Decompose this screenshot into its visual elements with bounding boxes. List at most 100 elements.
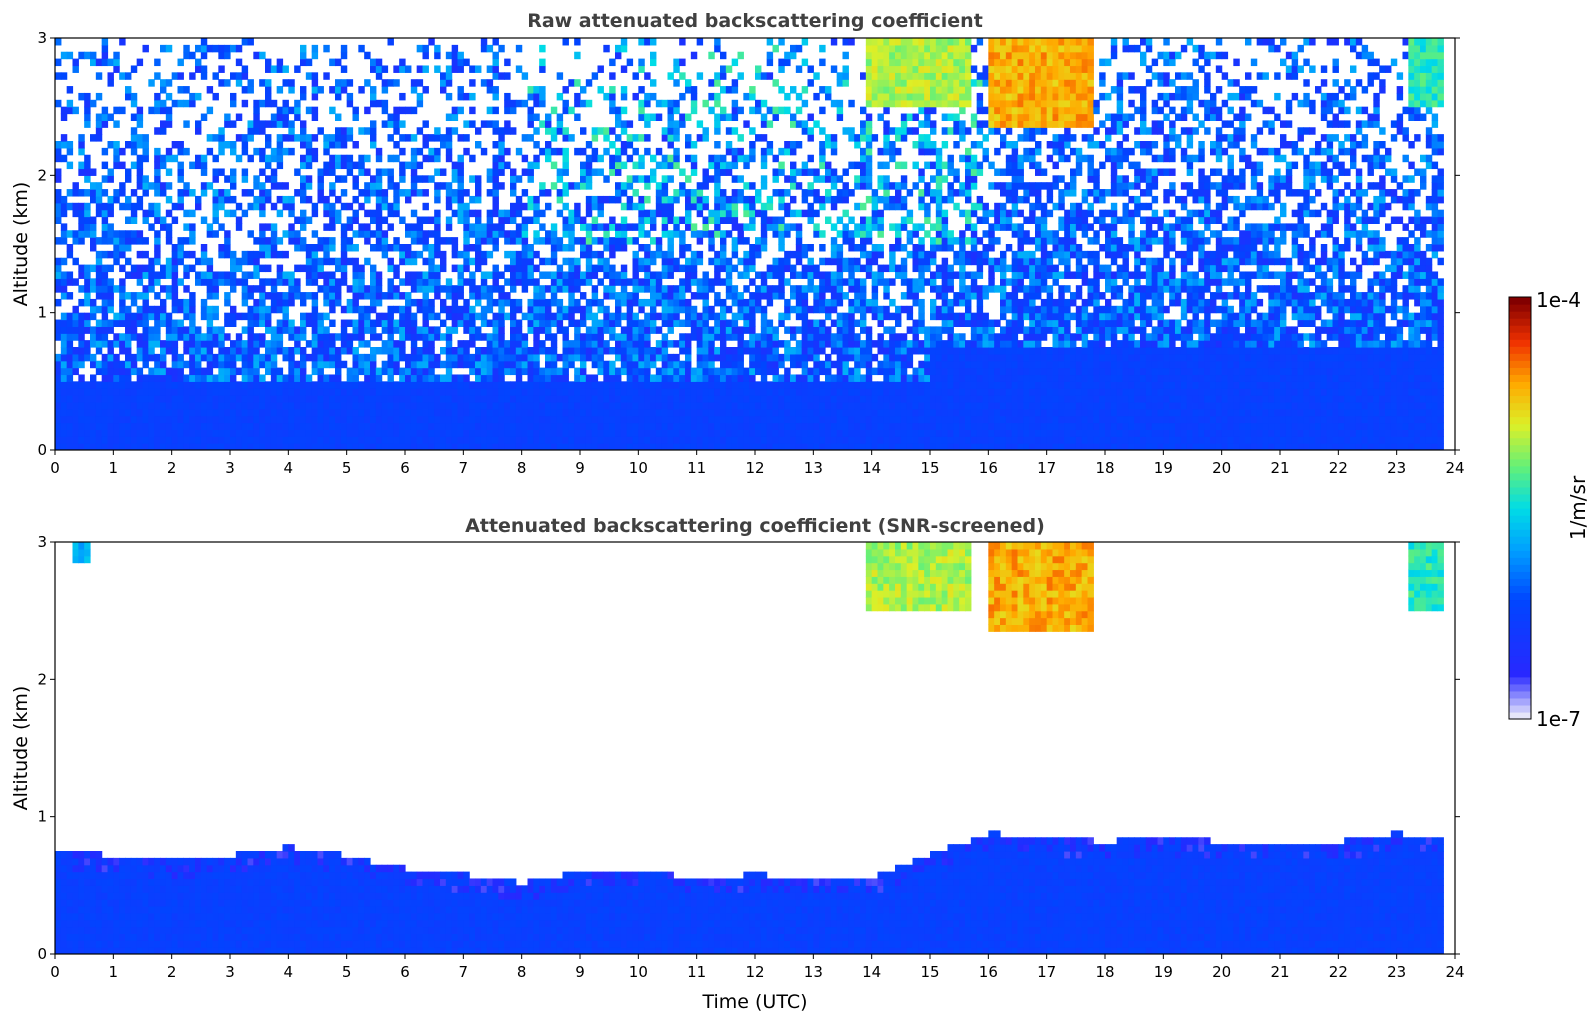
heatmap-cell bbox=[434, 292, 441, 300]
heatmap-cell bbox=[725, 141, 733, 149]
heatmap-cell bbox=[714, 99, 721, 108]
heatmap-cell bbox=[521, 250, 529, 259]
heatmap-cell bbox=[60, 72, 68, 80]
heatmap-cell bbox=[819, 436, 826, 444]
heatmap-cell bbox=[399, 340, 406, 348]
heatmap-cell bbox=[230, 175, 237, 183]
heatmap-cell bbox=[772, 353, 779, 362]
heatmap-cell bbox=[352, 141, 359, 149]
heatmap-cell bbox=[708, 92, 715, 101]
heatmap-cell bbox=[253, 120, 260, 128]
heatmap-cell bbox=[825, 298, 832, 307]
heatmap-cell bbox=[515, 367, 523, 376]
heatmap-cell bbox=[405, 367, 412, 376]
heatmap-cell bbox=[393, 113, 400, 121]
heatmap-cell bbox=[440, 285, 447, 293]
heatmap-cell bbox=[480, 381, 488, 389]
heatmap-cell bbox=[142, 134, 149, 142]
heatmap-cell bbox=[346, 408, 354, 417]
heatmap-cell bbox=[422, 340, 429, 348]
heatmap-cell bbox=[690, 99, 698, 108]
heatmap-cell bbox=[107, 168, 114, 176]
heatmap-cell bbox=[142, 436, 149, 444]
heatmap-cell bbox=[259, 127, 266, 135]
heatmap-cell bbox=[533, 298, 540, 307]
heatmap-cell bbox=[743, 120, 750, 128]
heatmap-cell bbox=[428, 244, 435, 252]
heatmap-cell bbox=[95, 319, 103, 327]
heatmap-cell bbox=[743, 182, 750, 190]
heatmap-cell bbox=[270, 326, 278, 334]
heatmap-cell bbox=[463, 401, 470, 410]
heatmap-cell bbox=[755, 305, 762, 314]
heatmap-cell bbox=[428, 360, 435, 369]
heatmap-cell bbox=[154, 257, 161, 266]
heatmap-cell bbox=[790, 353, 797, 362]
heatmap-cell bbox=[375, 292, 383, 300]
heatmap-cell bbox=[825, 175, 832, 183]
heatmap-cell bbox=[148, 223, 155, 231]
heatmap-cell bbox=[708, 312, 715, 321]
heatmap-cell bbox=[300, 415, 307, 424]
heatmap-cell bbox=[620, 395, 628, 403]
heatmap-cell bbox=[183, 189, 190, 197]
heatmap-cell bbox=[743, 436, 750, 444]
heatmap-cell bbox=[638, 244, 645, 252]
heatmap-cell bbox=[562, 99, 569, 108]
heatmap-cell bbox=[550, 223, 558, 231]
heatmap-cell bbox=[515, 44, 523, 53]
heatmap-cell bbox=[737, 381, 744, 389]
heatmap-cell bbox=[603, 422, 610, 430]
heatmap-cell bbox=[66, 161, 74, 170]
heatmap-cell bbox=[230, 395, 237, 403]
heatmap-cell bbox=[545, 237, 552, 245]
heatmap-cell bbox=[107, 319, 114, 327]
heatmap-cell bbox=[212, 381, 219, 389]
heatmap-cell bbox=[539, 436, 546, 444]
heatmap-cell bbox=[620, 182, 628, 190]
heatmap-cell bbox=[276, 182, 284, 190]
heatmap-cell bbox=[247, 388, 254, 396]
heatmap-cell bbox=[661, 154, 669, 163]
heatmap-cell bbox=[370, 92, 377, 101]
heatmap-cell bbox=[60, 195, 68, 204]
heatmap-cell bbox=[714, 141, 721, 149]
heatmap-cell bbox=[60, 436, 68, 444]
heatmap-cell bbox=[113, 141, 120, 149]
heatmap-cell bbox=[160, 79, 167, 87]
heatmap-cell bbox=[241, 381, 249, 389]
heatmap-cell bbox=[200, 72, 208, 80]
heatmap-cell bbox=[527, 347, 534, 355]
heatmap-cell bbox=[457, 202, 464, 211]
heatmap-cell bbox=[183, 347, 190, 355]
heatmap-cell bbox=[72, 443, 79, 450]
heatmap-cell bbox=[539, 388, 546, 396]
heatmap-cell bbox=[778, 436, 785, 444]
heatmap-cell bbox=[200, 422, 208, 430]
heatmap-cell bbox=[340, 408, 348, 417]
heatmap-cell bbox=[795, 305, 803, 314]
heatmap-cell bbox=[720, 367, 727, 376]
heatmap-cell bbox=[142, 326, 149, 334]
heatmap-cell bbox=[381, 202, 389, 211]
heatmap-cell bbox=[317, 401, 324, 410]
heatmap-cell bbox=[358, 312, 365, 321]
heatmap-cell bbox=[148, 422, 155, 430]
heatmap-cell bbox=[270, 395, 278, 403]
heatmap-cell bbox=[358, 202, 365, 211]
heatmap-cell bbox=[195, 381, 202, 389]
heatmap-cell bbox=[772, 340, 779, 348]
heatmap-cell bbox=[632, 443, 639, 450]
heatmap-cell bbox=[200, 353, 208, 362]
heatmap-cell bbox=[603, 285, 610, 293]
heatmap-cell bbox=[381, 429, 389, 437]
heatmap-cell bbox=[393, 79, 400, 87]
heatmap-cell bbox=[247, 319, 254, 327]
heatmap-cell bbox=[171, 278, 179, 286]
heatmap-cell bbox=[766, 388, 774, 396]
heatmap-cell bbox=[142, 216, 149, 224]
heatmap-cell bbox=[475, 175, 482, 183]
heatmap-cell bbox=[830, 347, 838, 355]
heatmap-cell bbox=[685, 278, 692, 286]
heatmap-cell bbox=[399, 134, 406, 142]
